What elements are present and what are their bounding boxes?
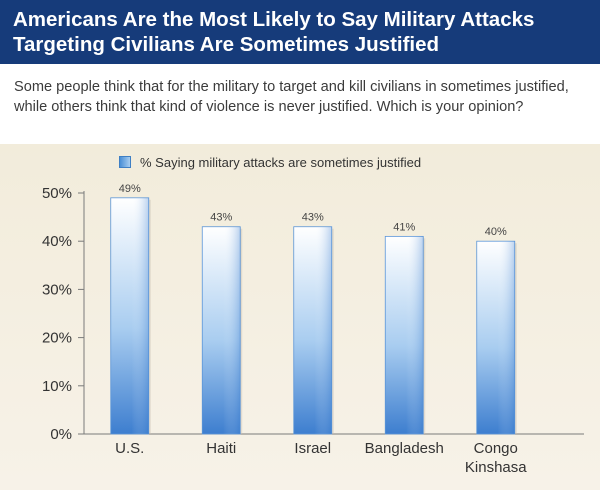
value-label: 43% (210, 212, 232, 224)
y-tick-label: 20% (42, 330, 72, 347)
value-label: 40% (485, 226, 507, 238)
question-text: Some people think that for the military … (14, 79, 569, 115)
value-label: 41% (393, 221, 415, 233)
bar-chart: 0% 10% 20% 30% 40% 50% 49% U.S. 43% Haiti 43% Israe… (42, 183, 584, 476)
legend: % Saying military attacks are sometimes … (119, 154, 421, 170)
bar-highlight (223, 226, 241, 434)
bar-highlight (497, 241, 515, 434)
y-tick-label: 0% (50, 426, 72, 443)
legend-swatch (119, 156, 131, 168)
chart-title: Americans Are the Most Likely to Say Mil… (13, 8, 535, 56)
category-label: Congo Kinshasa (465, 440, 527, 476)
y-tick-label: 10% (42, 378, 72, 395)
bar-highlight (314, 226, 332, 434)
y-tick-label: 50% (42, 185, 72, 202)
value-label: 43% (302, 212, 324, 224)
value-label: 49% (119, 183, 141, 195)
bar-highlight (406, 236, 424, 434)
y-tick-label: 40% (42, 233, 72, 250)
question-box: Some people think that for the military … (0, 64, 600, 144)
y-tick-label: 30% (42, 281, 72, 298)
category-label: U.S. (115, 440, 144, 457)
legend-label: % Saying military attacks are sometimes … (140, 154, 422, 170)
header-banner: Americans Are the Most Likely to Say Mil… (0, 0, 600, 64)
chart-area: % Saying military attacks are sometimes … (0, 144, 600, 490)
bar-highlight (131, 197, 149, 434)
category-label: Haiti (206, 440, 236, 457)
category-label: Bangladesh (365, 440, 444, 457)
category-label: Israel (294, 440, 331, 457)
